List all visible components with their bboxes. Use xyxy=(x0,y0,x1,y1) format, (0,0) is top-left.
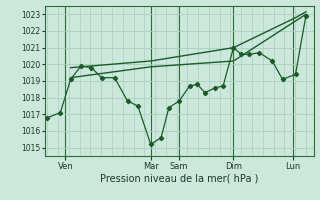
X-axis label: Pression niveau de la mer( hPa ): Pression niveau de la mer( hPa ) xyxy=(100,173,258,183)
